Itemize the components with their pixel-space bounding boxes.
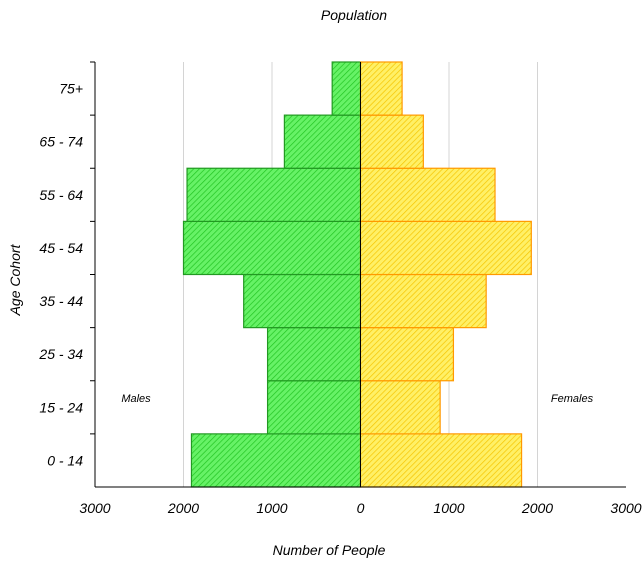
y-tick-label: 25 - 34 [38,346,83,362]
axes: 3000 2000 1000 0 1000 2000 3000 0 - 14 15 - 24 25… [38,61,642,516]
bar-females-3544 [359,273,487,329]
bar-females-75plus [359,61,403,116]
y-tick-label: 15 - 24 [39,399,83,415]
chart-title: Population [321,7,387,23]
x-tick-label: 2000 [167,500,199,516]
bar-males-3544 [243,273,362,329]
y-tick-label: 75+ [59,81,83,97]
bar-males-1524 [266,380,362,435]
x-tick-label: 1000 [433,500,464,516]
x-tick-label: 3000 [610,500,641,516]
x-tick-label: 3000 [79,500,110,516]
y-axis-label: Age Cohort [7,243,23,316]
bar-males-75plus [331,61,362,116]
bar-females-4554 [359,220,532,276]
bar-males-2534 [266,327,362,382]
bar-females-2534 [359,327,455,382]
bar-males-014 [190,433,362,488]
bar-males-6574 [283,114,362,169]
bar-males-4554 [182,220,362,276]
y-tick-label: 45 - 54 [39,240,83,256]
bars [182,61,532,488]
x-tick-label: 0 [357,500,365,516]
y-tick-label: 55 - 64 [39,187,83,203]
legend-label-females: Females [551,393,594,405]
y-tick-label: 65 - 74 [39,134,83,150]
bar-males-5564 [186,167,362,222]
bar-females-1524 [359,380,441,435]
x-tick-label: 2000 [521,500,553,516]
y-tick-label: 35 - 44 [39,293,83,309]
y-tick-label: 0 - 14 [47,452,83,468]
bar-females-6574 [359,114,424,169]
x-tick-label: 1000 [256,500,287,516]
x-axis-label: Number of People [273,542,386,558]
bar-females-014 [359,433,523,488]
legend-label-males: Males [121,393,151,405]
bar-females-5564 [359,167,496,222]
